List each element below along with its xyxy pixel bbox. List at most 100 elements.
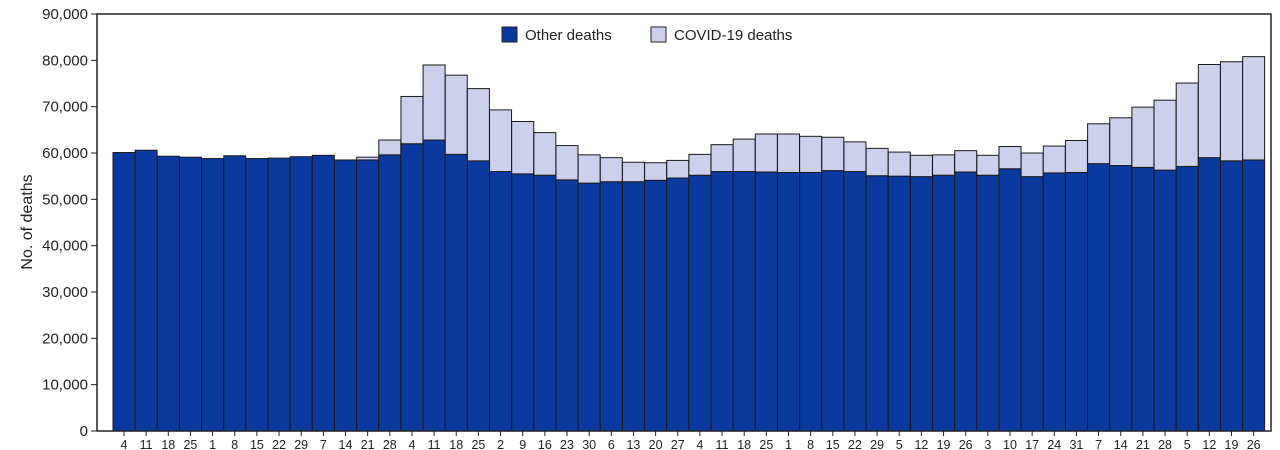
- x-tick-label: 9: [519, 438, 526, 450]
- x-tick-label: 11: [428, 438, 441, 450]
- legend-swatch-covid-deaths: [650, 26, 667, 43]
- bar-other-deaths: [821, 170, 845, 432]
- bar-other-deaths: [444, 153, 468, 432]
- bar-other-deaths: [400, 143, 424, 432]
- bar-covid-deaths: [644, 162, 668, 181]
- x-tick-label: 28: [383, 438, 397, 450]
- y-tick-label: 20,000: [42, 330, 88, 347]
- bar-other-deaths: [688, 174, 712, 432]
- x-tick-label: 6: [608, 438, 615, 450]
- bar-covid-deaths: [909, 154, 933, 178]
- x-tick-label: 15: [250, 438, 264, 450]
- x-tick-label: 4: [696, 438, 703, 450]
- bar-covid-deaths: [466, 88, 490, 162]
- bar-other-deaths: [865, 175, 889, 432]
- bar-other-deaths: [422, 139, 446, 432]
- bar-covid-deaths: [621, 161, 645, 183]
- x-tick-label: 13: [626, 438, 640, 450]
- bar-other-deaths: [511, 173, 535, 432]
- bar-other-deaths: [267, 157, 291, 432]
- bar-covid-deaths: [821, 136, 845, 172]
- x-tick-label: 10: [1003, 438, 1017, 450]
- bar-covid-deaths: [754, 133, 778, 173]
- y-tick-label: 10,000: [42, 377, 88, 394]
- legend-swatch-other-deaths: [501, 26, 518, 43]
- x-tick-label: 21: [1136, 438, 1150, 450]
- bar-covid-deaths: [489, 109, 513, 173]
- y-tick-label: 50,000: [42, 191, 88, 208]
- x-tick-label: 19: [937, 438, 951, 450]
- bar-other-deaths: [201, 158, 225, 432]
- bar-other-deaths: [1153, 169, 1177, 432]
- bar-other-deaths: [156, 155, 180, 432]
- legend: Other deaths COVID-19 deaths: [501, 26, 792, 44]
- bar-other-deaths: [599, 181, 623, 432]
- bar-covid-deaths: [422, 64, 446, 141]
- bar-other-deaths: [887, 175, 911, 432]
- x-tick-label: 25: [183, 438, 197, 450]
- bar-other-deaths: [777, 171, 800, 432]
- bar-other-deaths: [909, 176, 933, 432]
- x-tick-label: 2: [497, 438, 504, 450]
- x-tick-label: 12: [1202, 438, 1216, 450]
- x-tick-label: 3: [984, 438, 991, 450]
- y-tick-label: 80,000: [42, 52, 88, 69]
- bar-other-deaths: [311, 154, 335, 432]
- bar-other-deaths: [245, 158, 269, 432]
- y-tick-label: 70,000: [42, 99, 88, 116]
- x-tick-label: 4: [121, 438, 128, 450]
- bar-other-deaths: [1042, 172, 1066, 432]
- x-tick-label: 8: [231, 438, 238, 450]
- bar-other-deaths: [378, 154, 402, 432]
- x-tick-label: 12: [914, 438, 928, 450]
- y-tick-label: 0: [80, 423, 88, 440]
- bar-covid-deaths: [1042, 145, 1066, 174]
- x-tick-label: 1: [785, 438, 792, 450]
- x-tick-label: 8: [807, 438, 814, 450]
- x-tick-label: 21: [361, 438, 375, 450]
- x-tick-label: 26: [1247, 438, 1261, 450]
- y-tick-label: 30,000: [42, 284, 88, 301]
- bar-covid-deaths: [1020, 152, 1044, 178]
- legend-label-covid-deaths: COVID-19 deaths: [674, 27, 792, 44]
- x-tick-label: 30: [582, 438, 596, 450]
- x-tick-label: 22: [848, 438, 862, 450]
- bar-other-deaths: [799, 171, 823, 432]
- bar-other-deaths: [489, 171, 513, 432]
- bar-covid-deaths: [511, 120, 535, 175]
- bar-other-deaths: [732, 171, 756, 432]
- bar-covid-deaths: [599, 157, 623, 183]
- x-tick-label: 7: [1095, 438, 1102, 450]
- x-axis: 4 11 18 25 1 8 15 22 29 7 14 21 28 4 11 18 25 2 9 16 23 30 6 13…: [121, 431, 1261, 450]
- bar-covid-deaths: [444, 74, 468, 155]
- bar-covid-deaths: [777, 133, 800, 173]
- bar-covid-deaths: [998, 146, 1022, 170]
- bar-covid-deaths: [1109, 117, 1133, 167]
- bar-covid-deaths: [1220, 61, 1243, 162]
- plot-area: [112, 56, 1266, 432]
- x-tick-label: 20: [649, 438, 663, 450]
- bar-other-deaths: [555, 179, 579, 432]
- x-tick-label: 19: [1225, 438, 1239, 450]
- x-tick-label: 5: [1184, 438, 1191, 450]
- x-tick-label: 24: [1047, 438, 1061, 450]
- bar-other-deaths: [1020, 176, 1044, 432]
- bar-covid-deaths: [1064, 139, 1088, 173]
- bar-other-deaths: [998, 168, 1022, 432]
- x-tick-label: 14: [339, 438, 353, 450]
- x-tick-label: 18: [449, 438, 463, 450]
- bar-other-deaths: [112, 152, 136, 432]
- y-tick-label: 40,000: [42, 238, 88, 255]
- bar-other-deaths: [223, 155, 247, 432]
- x-tick-label: 16: [538, 438, 552, 450]
- x-tick-label: 17: [1025, 438, 1039, 450]
- x-tick-label: 7: [320, 438, 327, 450]
- bar-other-deaths: [666, 177, 690, 432]
- bar-other-deaths: [1220, 160, 1243, 432]
- bar-other-deaths: [710, 171, 734, 432]
- x-tick-label: 5: [896, 438, 903, 450]
- bar-other-deaths: [1064, 171, 1088, 432]
- x-tick-label: 31: [1069, 438, 1083, 450]
- bar-covid-deaths: [356, 156, 380, 161]
- bar-covid-deaths: [710, 144, 734, 173]
